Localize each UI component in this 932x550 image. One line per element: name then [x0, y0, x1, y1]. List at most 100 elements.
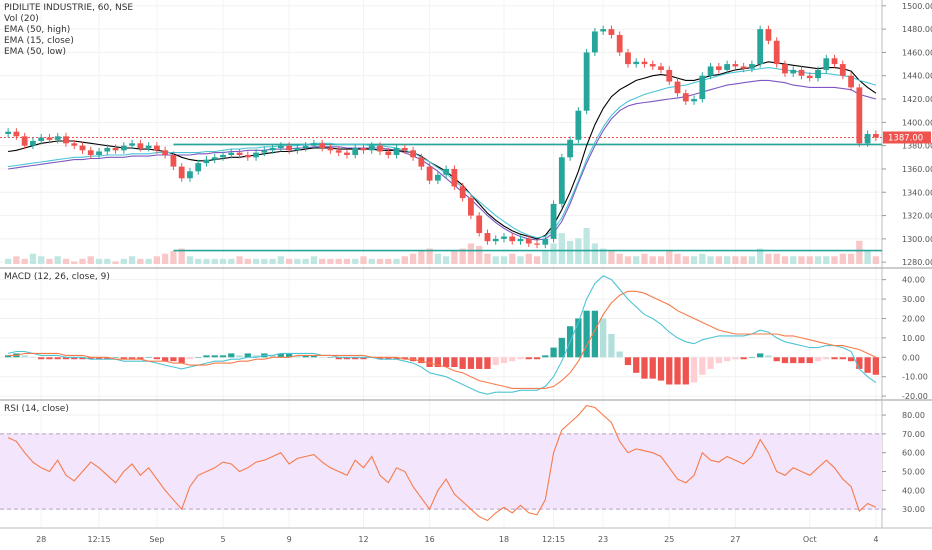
candle-body: [244, 154, 251, 158]
candle-body: [798, 69, 805, 76]
price-tag-bg: [883, 131, 931, 144]
macd-tick-label: 0.00: [902, 353, 920, 362]
x-tick-label: 12: [358, 535, 368, 544]
macd-histogram-bar: [269, 355, 276, 358]
candle-body: [153, 145, 160, 151]
candle-body: [616, 34, 623, 53]
x-tick-label: 4: [873, 535, 878, 544]
candle-body: [13, 131, 20, 137]
candle-body: [658, 66, 664, 70]
legend-ema-high: EMA (50, high): [4, 25, 71, 35]
candle-body: [112, 147, 119, 151]
candle-body: [79, 145, 86, 151]
candle-body: [691, 99, 697, 102]
candle-body: [410, 150, 416, 158]
candle-body: [21, 136, 28, 146]
macd-histogram-bar: [798, 357, 805, 364]
volume-bars: [4, 228, 880, 264]
volume-bar: [401, 256, 408, 264]
macd-histogram-bar: [87, 357, 94, 360]
macd-histogram-bar: [228, 353, 235, 358]
macd-histogram-bar: [327, 357, 334, 358]
support-lines: [0, 136, 882, 252]
macd-histogram-bar: [343, 357, 351, 360]
candle-body: [550, 203, 557, 239]
candle-body: [451, 168, 458, 187]
macd-histogram-bar: [310, 355, 318, 358]
rsi-tick-label: 30.00: [902, 505, 925, 514]
candle-body: [54, 136, 61, 140]
macd-tick-label: 40.00: [902, 276, 925, 285]
candle-body: [137, 143, 144, 148]
candle-body: [327, 147, 334, 151]
macd-histogram-bar: [352, 357, 359, 360]
volume-bar: [649, 256, 656, 264]
candle-body: [699, 75, 706, 100]
volume-bar: [294, 258, 301, 264]
panel-separators: [0, 0, 932, 529]
x-tick-label: 5: [220, 535, 225, 544]
volume-bar: [352, 258, 359, 264]
price-tick-label: 1400.00: [902, 118, 932, 127]
volume-bar: [261, 258, 268, 264]
volume-bar: [46, 258, 53, 264]
macd-histogram-bar: [319, 357, 326, 358]
volume-bar: [732, 256, 739, 264]
macd-histogram-bar: [195, 357, 202, 358]
volume-bar: [765, 253, 772, 264]
volume-bar: [170, 251, 177, 264]
volume-bar: [360, 256, 367, 264]
candle-body: [195, 163, 202, 172]
macd-histogram-bar: [252, 355, 260, 358]
macd-histogram-bar: [112, 357, 119, 358]
candle-body: [87, 150, 94, 155]
macd-histogram-bar: [806, 357, 813, 364]
macd-histogram-bar: [162, 357, 169, 362]
volume-bar: [666, 251, 673, 264]
candle-body: [749, 64, 755, 69]
macd-histogram-bar: [4, 355, 12, 358]
candle-body: [211, 157, 218, 160]
volume-bar: [104, 258, 111, 264]
candle-body: [319, 143, 326, 148]
volume-bar: [137, 258, 144, 264]
macd-histogram-bar: [294, 355, 301, 358]
legend-rsi: RSI (14, close): [4, 404, 69, 414]
candle-body: [203, 159, 210, 164]
volume-bar: [87, 256, 94, 264]
macd-histogram-bar: [790, 357, 797, 364]
volume-bar: [476, 246, 483, 264]
volume-bar: [748, 256, 756, 264]
candle-body: [476, 215, 483, 234]
volume-bar: [467, 243, 475, 264]
macd-histogram-bar: [203, 355, 210, 358]
volume-bar: [426, 248, 433, 264]
macd-histogram-bar: [600, 318, 607, 358]
volume-bar: [195, 258, 202, 264]
candle-body: [352, 147, 359, 155]
last-price-tag: 1387.00: [883, 131, 931, 144]
macd-histogram-bar: [71, 357, 78, 360]
volume-bar: [153, 256, 161, 264]
volume-bar: [162, 253, 169, 264]
price-tick-label: 1420.00: [902, 95, 932, 104]
macd-histogram-bar: [211, 355, 218, 358]
candle-body: [641, 61, 648, 65]
volume-bar: [806, 256, 813, 264]
macd-histogram-bar: [46, 357, 53, 360]
candle-body: [823, 58, 830, 70]
macd-histogram-bar: [624, 357, 632, 366]
candle-body: [286, 145, 293, 151]
candle-body: [162, 150, 169, 155]
candle-body: [608, 29, 615, 35]
volume-bar: [451, 251, 458, 264]
price-tag-text: 1387.00: [888, 133, 923, 143]
volume-bar: [244, 258, 251, 264]
macd-histogram-bar: [575, 318, 582, 358]
volume-bar: [211, 258, 218, 264]
legend-vol: Vol (20): [4, 14, 39, 24]
macd-histogram-bar: [616, 351, 623, 358]
candle-body: [509, 236, 516, 242]
macd-histogram: [4, 310, 880, 385]
